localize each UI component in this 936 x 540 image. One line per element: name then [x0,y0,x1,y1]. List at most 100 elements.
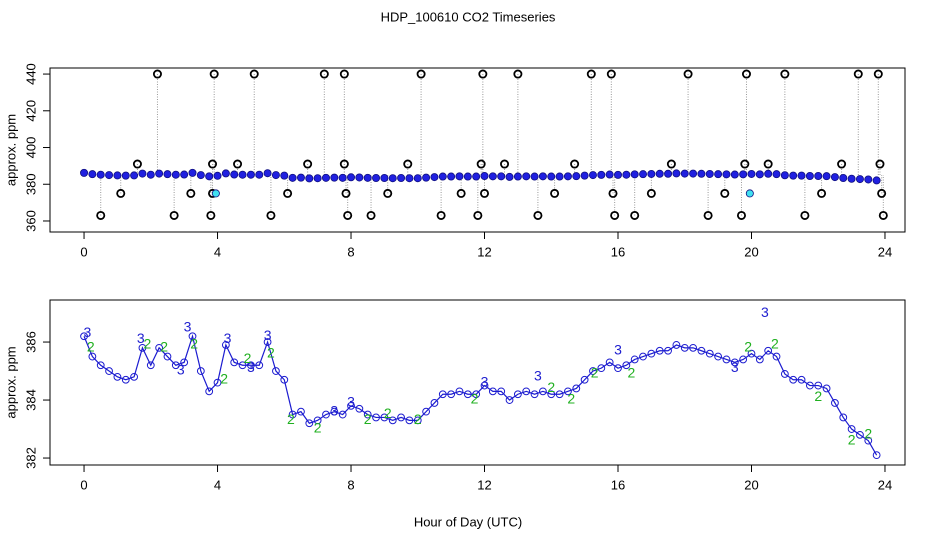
data-point [455,172,464,181]
data-point [447,172,456,181]
data-point [476,159,486,169]
data-point [513,390,522,399]
data-point [238,361,247,370]
data-point [288,410,297,419]
data-point [305,174,314,183]
data-point [297,407,305,416]
data-point [363,173,372,182]
data-point [255,170,264,179]
data-point [80,332,88,341]
data-point [130,171,139,180]
data-point [271,171,280,180]
point-label: 2 [414,411,422,427]
data-point [822,384,831,393]
data-point [205,387,214,396]
x-tick-label: 4 [214,244,221,259]
data-point [463,172,472,181]
data-point [547,390,556,399]
data-point [313,174,322,183]
data-point [383,188,393,198]
data-point [564,387,572,396]
data-point [246,170,255,179]
data-point [772,170,781,179]
plot-frame [49,299,906,466]
point-label: 3 [137,330,145,346]
data-point [272,367,280,375]
point-label: 3 [177,362,185,378]
data-point [88,170,97,179]
data-point [522,387,531,396]
y-tick-label: 382 [23,447,38,469]
data-point [522,172,531,181]
data-point [805,381,814,390]
point-label: 2 [244,350,252,366]
data-point [789,375,798,384]
data-point [338,173,347,182]
data-point [745,189,754,198]
data-point [343,210,353,220]
data-point [797,171,806,180]
data-point [132,159,142,169]
data-point [96,361,105,370]
point-label: 3 [534,368,542,384]
chart-title: HDP_100610 CO2 Timeseries [381,9,556,24]
data-point [630,210,640,220]
point-label: 2 [814,388,822,404]
data-point [380,413,389,422]
y-tick-label: 380 [23,173,38,195]
data-point [647,349,656,358]
data-point [472,390,481,399]
data-point [155,169,164,178]
data-point [689,343,697,352]
point-label: 2 [744,339,752,355]
data-point [755,355,764,364]
data-point [105,171,114,180]
y-tick-label: 400 [23,137,38,159]
data-point [205,172,214,181]
x-tick-label: 0 [80,477,87,492]
data-point [703,210,713,220]
data-point [339,159,349,169]
data-point [341,188,351,198]
data-point [570,159,580,169]
data-point [438,390,447,399]
data-point [171,361,180,370]
x-tick-label: 12 [477,244,491,259]
data-point [438,172,447,181]
x-tick-label: 16 [611,244,625,259]
data-point [472,172,481,181]
data-point [855,175,864,184]
data-point [121,171,130,180]
data-point [230,358,239,367]
y-tick-label: 384 [23,389,38,411]
data-point [610,210,620,220]
x-tick-label: 8 [347,244,354,259]
data-point [422,173,431,182]
data-point [146,170,155,179]
data-point [480,171,489,180]
x-tick-label: 4 [214,477,221,492]
data-point [347,173,356,182]
data-point [655,169,664,178]
data-point [605,358,614,367]
point-label: 3 [184,318,192,334]
x-axis-label: Hour of Day (UTC) [414,514,522,529]
data-point [380,174,389,183]
data-point [152,69,162,79]
data-point [436,210,446,220]
data-point [872,176,881,185]
point-label: 2 [384,405,392,421]
point-label: 3 [614,341,622,357]
point-label: 3 [247,359,255,375]
data-point [800,210,810,220]
data-point [639,352,647,361]
data-point [613,170,622,179]
data-point [647,169,656,178]
point-label: 2 [864,426,872,442]
data-point [403,159,413,169]
data-point [856,430,864,439]
data-point [213,171,222,180]
point-label: 3 [731,359,739,375]
data-point [405,416,414,425]
point-label: 3 [481,373,489,389]
